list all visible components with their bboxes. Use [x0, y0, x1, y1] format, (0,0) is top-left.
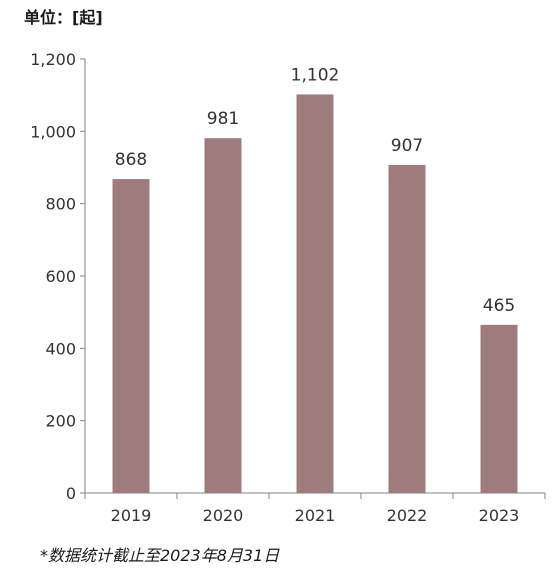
- data-label-2022: 907: [391, 136, 423, 156]
- y-tick-label: 1,000: [30, 122, 76, 141]
- y-tick-label: 400: [45, 339, 76, 358]
- y-tick-label: 0: [66, 484, 76, 503]
- bar-2023: [480, 324, 518, 493]
- bar-2021: [296, 94, 334, 494]
- x-tick-label: 2021: [295, 506, 336, 525]
- x-tick-label: 2019: [111, 506, 152, 525]
- footnote: *数据统计截止至2023年8月31日: [40, 546, 280, 565]
- bar-2020: [204, 138, 242, 493]
- x-tick-label: 2023: [479, 506, 520, 525]
- y-tick-label: 1,200: [30, 50, 76, 69]
- x-tick-label: 2022: [387, 506, 428, 525]
- unit-label: 单位：[起]: [24, 8, 103, 27]
- x-tick-label: 2020: [203, 506, 244, 525]
- data-label-2023: 465: [483, 296, 515, 316]
- bar-chart: 0 200 400 600 800 1,000 1,200 2019 2020 2021 2022…: [30, 50, 546, 525]
- y-axis: 0 200 400 600 800 1,000 1,200: [30, 50, 86, 503]
- data-label-2021: 1,102: [291, 65, 340, 85]
- y-tick-label: 600: [45, 267, 76, 286]
- bar-2019: [112, 179, 150, 493]
- data-label-2019: 868: [115, 150, 147, 170]
- y-tick-label: 200: [45, 412, 76, 431]
- bar-2022: [388, 164, 426, 494]
- bars: [112, 94, 518, 494]
- data-label-2020: 981: [207, 109, 239, 129]
- data-labels: 868 981 1,102 907 465: [115, 65, 515, 315]
- x-axis: 2019 2020 2021 2022 2023: [84, 492, 546, 525]
- y-tick-label: 800: [45, 195, 76, 214]
